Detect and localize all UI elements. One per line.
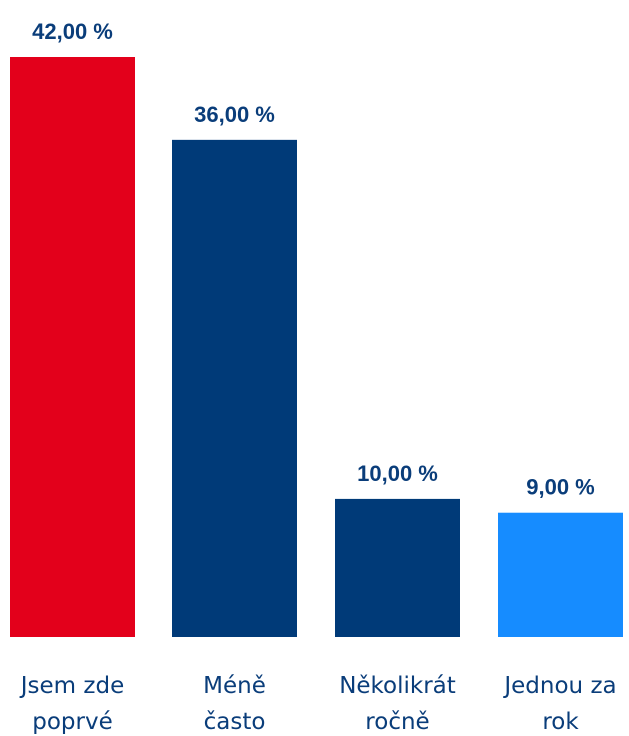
category-label-4-line-2: rok — [542, 709, 579, 735]
bar-4 — [498, 512, 623, 637]
data-label-1: 42,00 % — [32, 19, 113, 44]
bar-2 — [172, 139, 297, 637]
category-label-1-line-2: poprvé — [32, 709, 113, 735]
category-label-2-line-2: často — [204, 709, 266, 735]
data-label-3: 10,00 % — [357, 461, 438, 486]
category-label-1-line-1: Jsem zde — [19, 673, 124, 699]
category-label-2-line-1: Méně — [203, 673, 266, 699]
bar-1 — [10, 57, 135, 637]
data-label-2: 36,00 % — [194, 102, 275, 127]
category-label-3-line-2: ročně — [365, 709, 429, 735]
data-label-4: 9,00 % — [526, 475, 595, 500]
category-label-4-line-1: Jednou za — [502, 673, 616, 699]
bar-3 — [335, 498, 460, 637]
category-label-3-line-1: Několikrát — [339, 673, 456, 699]
